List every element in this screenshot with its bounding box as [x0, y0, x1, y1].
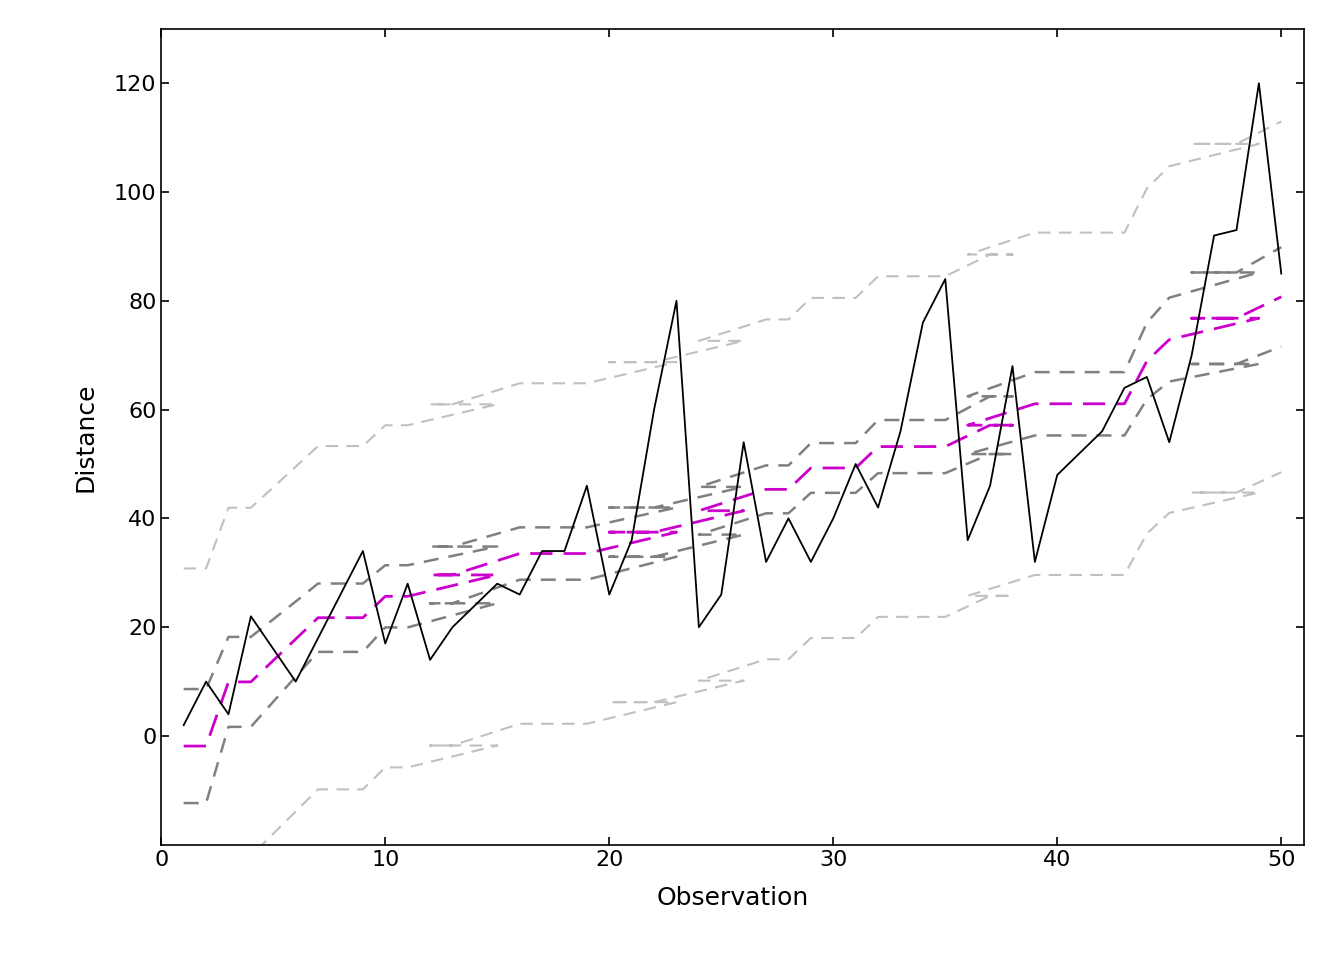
X-axis label: Observation: Observation [656, 886, 809, 910]
Y-axis label: Distance: Distance [73, 382, 97, 492]
